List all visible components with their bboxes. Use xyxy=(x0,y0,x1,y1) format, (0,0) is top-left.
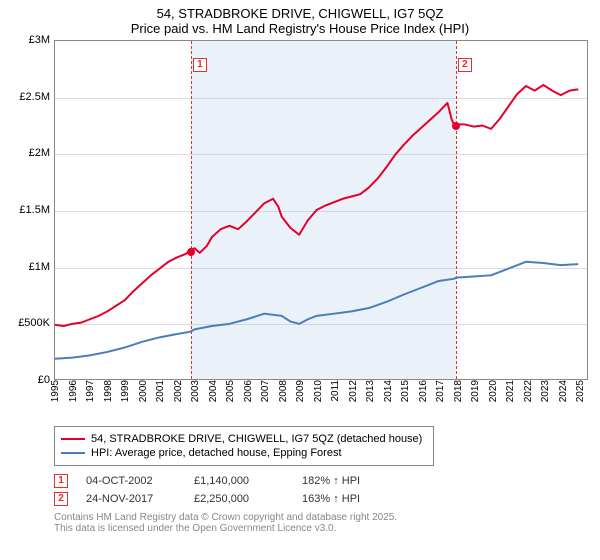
x-tick-label: 2004 xyxy=(208,380,219,402)
legend-swatch xyxy=(61,438,85,440)
title-block: 54, STRADBROKE DRIVE, CHIGWELL, IG7 5QZ … xyxy=(10,6,590,36)
x-axis-labels: 1995199619971998199920002001200220032004… xyxy=(54,380,588,400)
x-tick-label: 2010 xyxy=(313,380,324,402)
x-tick-label: 2025 xyxy=(575,380,586,402)
x-tick-label: 2005 xyxy=(225,380,236,402)
y-tick-label: £3M xyxy=(29,34,50,46)
legend-row: HPI: Average price, detached house, Eppi… xyxy=(61,447,427,459)
trade-price: £1,140,000 xyxy=(194,475,284,487)
x-tick-label: 2006 xyxy=(243,380,254,402)
footer: Contains HM Land Registry data © Crown c… xyxy=(54,512,590,534)
x-tick-label: 2018 xyxy=(453,380,464,402)
x-tick-label: 2007 xyxy=(260,380,271,402)
y-tick-label: £0 xyxy=(38,374,50,386)
x-tick-label: 2017 xyxy=(435,380,446,402)
series-price_paid xyxy=(55,85,578,326)
chart-container: 54, STRADBROKE DRIVE, CHIGWELL, IG7 5QZ … xyxy=(0,0,600,560)
sale-marker xyxy=(187,248,195,256)
y-tick-label: £1.5M xyxy=(19,204,50,216)
series-hpi xyxy=(55,262,578,359)
table-row: 1 04-OCT-2002 £1,140,000 182% ↑ HPI xyxy=(54,474,590,488)
footer-copyright: Contains HM Land Registry data © Crown c… xyxy=(54,512,590,523)
footer-licence: This data is licensed under the Open Gov… xyxy=(54,523,590,534)
table-row: 2 24-NOV-2017 £2,250,000 163% ↑ HPI xyxy=(54,492,590,506)
x-tick-label: 2024 xyxy=(558,380,569,402)
y-tick-label: £2M xyxy=(29,147,50,159)
trade-pct: 182% ↑ HPI xyxy=(302,475,392,487)
trade-flag: 1 xyxy=(54,474,68,488)
x-tick-label: 2014 xyxy=(383,380,394,402)
title-address: 54, STRADBROKE DRIVE, CHIGWELL, IG7 5QZ xyxy=(10,6,590,21)
plot: 12 xyxy=(54,40,588,380)
x-tick-label: 2000 xyxy=(138,380,149,402)
trade-flag: 2 xyxy=(54,492,68,506)
trade-date: 04-OCT-2002 xyxy=(86,475,176,487)
x-tick-label: 1997 xyxy=(85,380,96,402)
trade-pct: 163% ↑ HPI xyxy=(302,493,392,505)
x-tick-label: 2019 xyxy=(470,380,481,402)
legend-label: HPI: Average price, detached house, Eppi… xyxy=(91,447,342,459)
title-subtitle: Price paid vs. HM Land Registry's House … xyxy=(10,21,590,36)
x-tick-label: 1996 xyxy=(68,380,79,402)
y-axis-labels: £0£500K£1M£1.5M£2M£2.5M£3M xyxy=(10,40,54,380)
x-tick-label: 2011 xyxy=(330,380,341,402)
x-tick-label: 2020 xyxy=(488,380,499,402)
y-tick-label: £1M xyxy=(29,261,50,273)
x-tick-label: 1999 xyxy=(120,380,131,402)
plot-area: £0£500K£1M£1.5M£2M£2.5M£3M 12 1995199619… xyxy=(10,40,590,400)
x-tick-label: 2013 xyxy=(365,380,376,402)
legend-label: 54, STRADBROKE DRIVE, CHIGWELL, IG7 5QZ … xyxy=(91,433,422,445)
y-tick-label: £500K xyxy=(18,317,50,329)
x-tick-label: 2022 xyxy=(523,380,534,402)
x-tick-label: 2021 xyxy=(505,380,516,402)
trade-price: £2,250,000 xyxy=(194,493,284,505)
trade-date: 24-NOV-2017 xyxy=(86,493,176,505)
transaction-table: 1 04-OCT-2002 £1,140,000 182% ↑ HPI 2 24-NOV-… xyxy=(54,474,590,506)
x-tick-label: 2016 xyxy=(418,380,429,402)
legend-swatch xyxy=(61,452,85,454)
line-svg xyxy=(55,41,587,379)
y-tick-label: £2.5M xyxy=(19,91,50,103)
sale-marker xyxy=(452,122,460,130)
legend-row: 54, STRADBROKE DRIVE, CHIGWELL, IG7 5QZ … xyxy=(61,433,427,445)
x-tick-label: 2009 xyxy=(295,380,306,402)
x-tick-label: 2001 xyxy=(155,380,166,402)
x-tick-label: 1998 xyxy=(103,380,114,402)
x-tick-label: 2008 xyxy=(278,380,289,402)
x-tick-label: 2003 xyxy=(190,380,201,402)
x-tick-label: 2015 xyxy=(400,380,411,402)
x-tick-label: 2002 xyxy=(173,380,184,402)
event-flag: 2 xyxy=(458,58,472,72)
x-tick-label: 1995 xyxy=(50,380,61,402)
x-tick-label: 2023 xyxy=(540,380,551,402)
event-flag: 1 xyxy=(193,58,207,72)
x-tick-label: 2012 xyxy=(348,380,359,402)
legend: 54, STRADBROKE DRIVE, CHIGWELL, IG7 5QZ … xyxy=(54,426,434,466)
